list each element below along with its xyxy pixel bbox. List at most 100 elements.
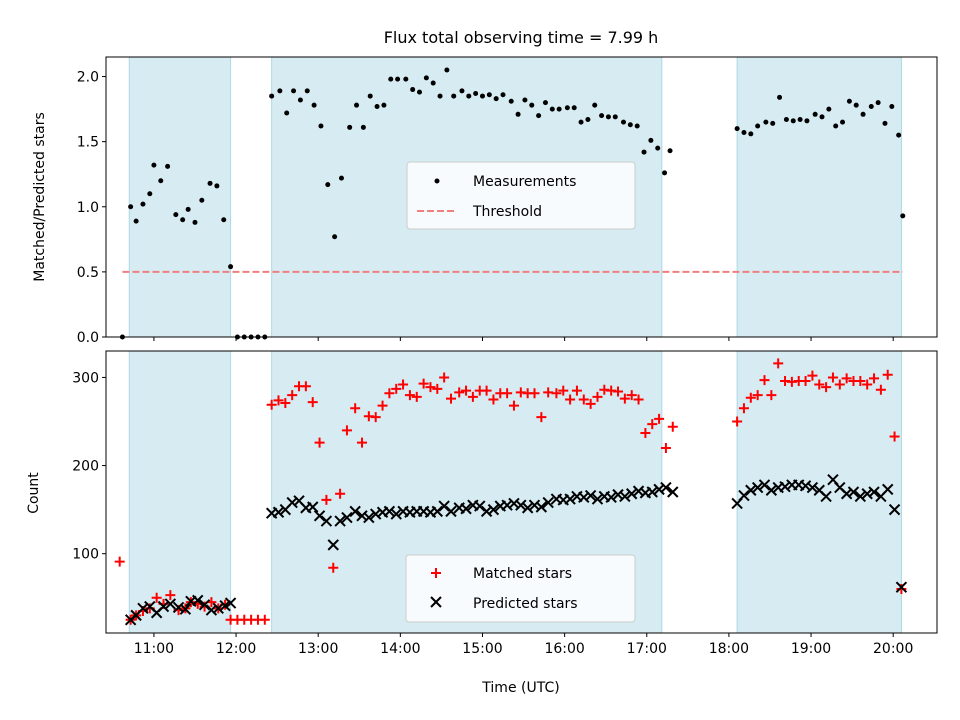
y-tick-label-1: 0.0 [77,330,99,346]
matched-stars-point-38 [370,412,381,423]
measurements-point-40 [388,76,394,82]
measurements-point-25 [284,110,290,116]
measurements-point-59 [522,97,528,103]
predicted-stars-point-26 [327,539,339,551]
predicted-stars-point-51 [501,499,513,511]
predicted-stars-point-15 [219,599,231,612]
measurements-point-7 [158,178,164,184]
predicted-stars-point-24 [313,510,326,522]
measurements-point-103 [889,103,895,109]
predicted-stars-point-98 [882,483,894,496]
measurements-point-92 [812,111,818,117]
matched-stars-point-75 [626,390,637,401]
matched-stars-point-82 [732,416,743,427]
measurements-point-96 [840,119,846,125]
predicted-stars-point-49 [487,503,500,516]
measurements-point-65 [564,105,570,111]
predicted-stars-point-69 [625,488,638,500]
counts-panel-ticks: 100 200 300 11:00 12:00 13:00 14:00 15:00 16:00 1… [72,370,913,657]
measurements-point-29 [311,102,317,108]
predicted-stars-point-77 [738,489,750,502]
y-tick-label-2: 0.5 [77,265,99,281]
predicted-stars-point-29 [349,505,361,518]
predicted-stars-point-12 [198,599,211,611]
y-tick-label-1: 100 [72,547,99,563]
measurements-point-31 [325,182,331,188]
matched-stars-point-58 [508,400,519,411]
predicted-stars-point-92 [840,488,853,500]
measurements-point-35 [354,102,360,108]
measurements-point-99 [860,111,866,117]
measurements-point-88 [783,117,789,123]
matched-stars-point-40 [384,388,395,399]
matched-stars-point-49 [445,393,456,404]
legend-matched-label: Matched stars [473,566,572,582]
predicted-stars-point-83 [779,481,791,493]
predicted-stars-point-52 [508,497,520,510]
matched-stars-point-103 [875,384,886,395]
matched-stars-point-92 [800,375,811,386]
matched-stars-point-78 [647,419,658,430]
measurements-point-46 [430,80,436,86]
measurements-point-68 [585,117,591,123]
observing-window-3 [736,56,902,338]
predicted-stars-point-6 [157,600,170,613]
matched-stars-point-26 [287,390,298,401]
measurements-point-85 [763,119,769,125]
measurements-point-39 [381,102,387,108]
measurements-point-12 [192,219,198,225]
predicted-stars-point-42 [438,500,450,512]
legend-matched-marker [431,568,441,578]
x-tick-label-10: 20:00 [873,641,913,657]
predicted-stars-point-68 [619,490,631,503]
predicted-stars-point-57 [542,496,554,509]
measurements-point-11 [185,206,191,212]
predicted-stars-point-41 [431,505,444,518]
measurements-point-93 [819,114,825,120]
matched-stars-point-52 [467,391,478,402]
measurements-point-66 [571,105,577,111]
predicted-stars-point-18 [272,506,285,518]
count-y-axis-label: Count [26,472,42,514]
x-tick-label-2: 12:00 [216,641,256,657]
predicted-stars-point-94 [854,490,867,503]
x-tick-label-6: 16:00 [544,641,584,657]
measurements-point-69 [592,102,598,108]
measurements-point-13 [199,197,205,203]
matched-stars-point-62 [536,412,547,423]
measurements-point-60 [529,102,535,108]
x-tick-label-5: 15:00 [462,641,502,657]
matched-stars-point-23 [266,399,277,410]
measurements-point-9 [173,212,179,218]
matched-stars-point-50 [454,387,465,398]
measurements-point-44 [417,89,423,95]
measurements-point-89 [790,118,796,124]
measurements-point-8 [165,163,171,169]
x-tick-label-8: 18:00 [709,641,749,657]
predicted-stars-point-62 [578,491,590,503]
counts-legend-box [405,554,636,623]
y-tick-label-3: 1.0 [77,200,99,216]
predicted-stars-point-74 [660,481,672,494]
predicted-stars-point-8 [172,601,185,614]
measurements-point-54 [486,92,492,98]
matched-stars-point-76 [633,394,644,405]
legend-measurements-label: Measurements [473,174,576,190]
x-tick-label-3: 13:00 [298,641,338,657]
predicted-stars-point-16 [224,597,237,609]
matched-stars-point-65 [558,385,569,396]
measurements-point-14 [207,180,213,186]
measurements-point-53 [479,93,485,99]
predicted-stars-point-60 [564,493,576,505]
predicted-stars-point-13 [205,604,218,616]
x-tick-label-9: 19:00 [791,641,831,657]
matched-stars-point-22 [259,614,270,625]
predicted-stars-point-3 [137,602,149,615]
matched-stars-point-77 [640,427,651,438]
predicted-stars-point-95 [861,488,873,500]
measurements-point-17 [228,264,234,270]
matched-stars-point-73 [613,386,624,397]
predicted-stars-point-47 [474,500,486,512]
matched-stars-point-70 [592,391,603,402]
measurements-point-23 [269,93,275,99]
